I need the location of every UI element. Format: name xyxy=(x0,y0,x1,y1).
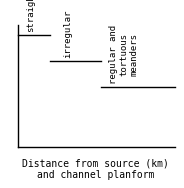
Text: Distance from source (km)
and channel planform: Distance from source (km) and channel pl… xyxy=(22,158,169,180)
Text: regular and
tortuous
meanders: regular and tortuous meanders xyxy=(109,25,139,84)
Text: straight: straight xyxy=(26,0,35,32)
Text: irregular: irregular xyxy=(63,10,72,58)
